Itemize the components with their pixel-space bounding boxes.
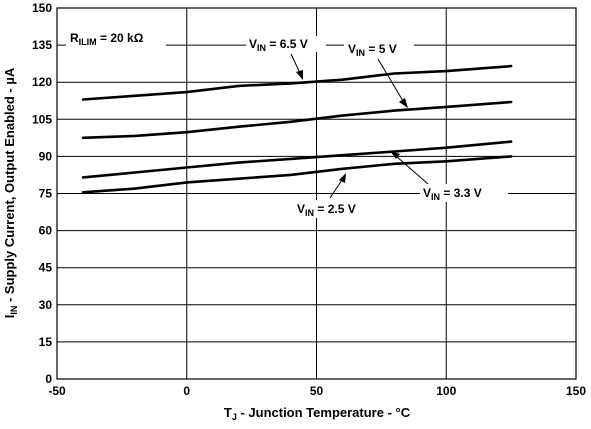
leader-5v	[377, 58, 404, 102]
plot-frame	[56, 7, 577, 380]
y-tick-label: 60	[39, 224, 53, 238]
y-axis-label-rest: - Supply Current, Output Enabled - µA	[2, 67, 17, 305]
y-axis-label: IIN - Supply Current, Output Enabled - µ…	[2, 67, 19, 318]
label-3v3-mask	[420, 184, 508, 202]
y-tick-label: 90	[39, 149, 53, 163]
series-line-2	[81, 140, 513, 179]
x-tick-label: 100	[436, 384, 456, 398]
condition-rest: = 20 kΩ	[97, 31, 144, 45]
series-label-6v5-main: V	[249, 37, 257, 51]
x-axis-label-rest: - Junction Temperature - °C	[237, 405, 411, 420]
series-label-2v5-main: V	[297, 202, 305, 216]
series-label-2v5: VIN = 2.5 V	[297, 202, 356, 218]
series-label-5v: VIN = 5 V	[348, 42, 397, 58]
condition-mask	[66, 28, 166, 46]
series-line-3	[81, 155, 513, 194]
series-lines	[81, 64, 513, 194]
y-tick-label: 15	[39, 335, 53, 349]
x-tick-label: 0	[183, 384, 190, 398]
series-label-3v3-rest: = 3.3 V	[440, 186, 482, 200]
series-label-5v-sub: IN	[356, 48, 365, 58]
y-tick-label: 150	[32, 1, 52, 15]
series-label-2v5-sub: IN	[305, 208, 314, 218]
series-label-3v3-sub: IN	[431, 192, 440, 202]
series-label-6v5: VIN = 6.5 V	[249, 37, 308, 53]
y-axis-label-main: I	[2, 315, 17, 319]
arrow-2v5	[339, 173, 346, 183]
series-line-1	[81, 100, 513, 140]
condition-main: R	[70, 31, 79, 45]
series-label-3v3: VIN = 3.3 V	[423, 186, 482, 202]
y-tick-label: 120	[32, 75, 52, 89]
y-tick-label: 45	[39, 261, 53, 275]
x-tick-label: 50	[310, 384, 324, 398]
y-axis-label-sub: IN	[9, 306, 19, 315]
x-axis-label: TJ - Junction Temperature - °C	[224, 405, 411, 422]
y-tick-label: 30	[39, 298, 53, 312]
leader-6v5	[290, 53, 301, 74]
leader-3v3	[395, 155, 429, 185]
series-line-0	[81, 64, 513, 101]
series-label-6v5-rest: = 6.5 V	[266, 37, 308, 51]
series-label-2v5-rest: = 2.5 V	[314, 202, 356, 216]
x-axis-label-main: T	[224, 405, 232, 420]
y-tick-label: 135	[32, 38, 52, 52]
label-2v5-mask	[294, 200, 374, 218]
label-6v5-mask	[246, 36, 326, 52]
y-tick-label: 105	[32, 112, 52, 126]
label-5v-mask	[344, 40, 414, 56]
condition-sub: ILIM	[79, 37, 97, 47]
x-tick-label: -50	[48, 384, 66, 398]
condition-label: RILIM = 20 kΩ	[70, 31, 144, 47]
series-label-5v-rest: = 5 V	[365, 42, 397, 56]
arrow-5v	[399, 98, 408, 108]
series-label-5v-main: V	[348, 42, 356, 56]
series-label-3v3-main: V	[423, 186, 431, 200]
x-axis-label-sub: J	[232, 412, 237, 422]
x-tick-label: 150	[566, 384, 586, 398]
leader-2v5	[329, 179, 343, 199]
y-tick-label: 75	[39, 187, 53, 201]
series-label-6v5-sub: IN	[257, 43, 266, 53]
arrow-3v3	[390, 151, 400, 159]
y-tick-label: 0	[45, 372, 52, 386]
arrow-6v5	[296, 70, 303, 80]
